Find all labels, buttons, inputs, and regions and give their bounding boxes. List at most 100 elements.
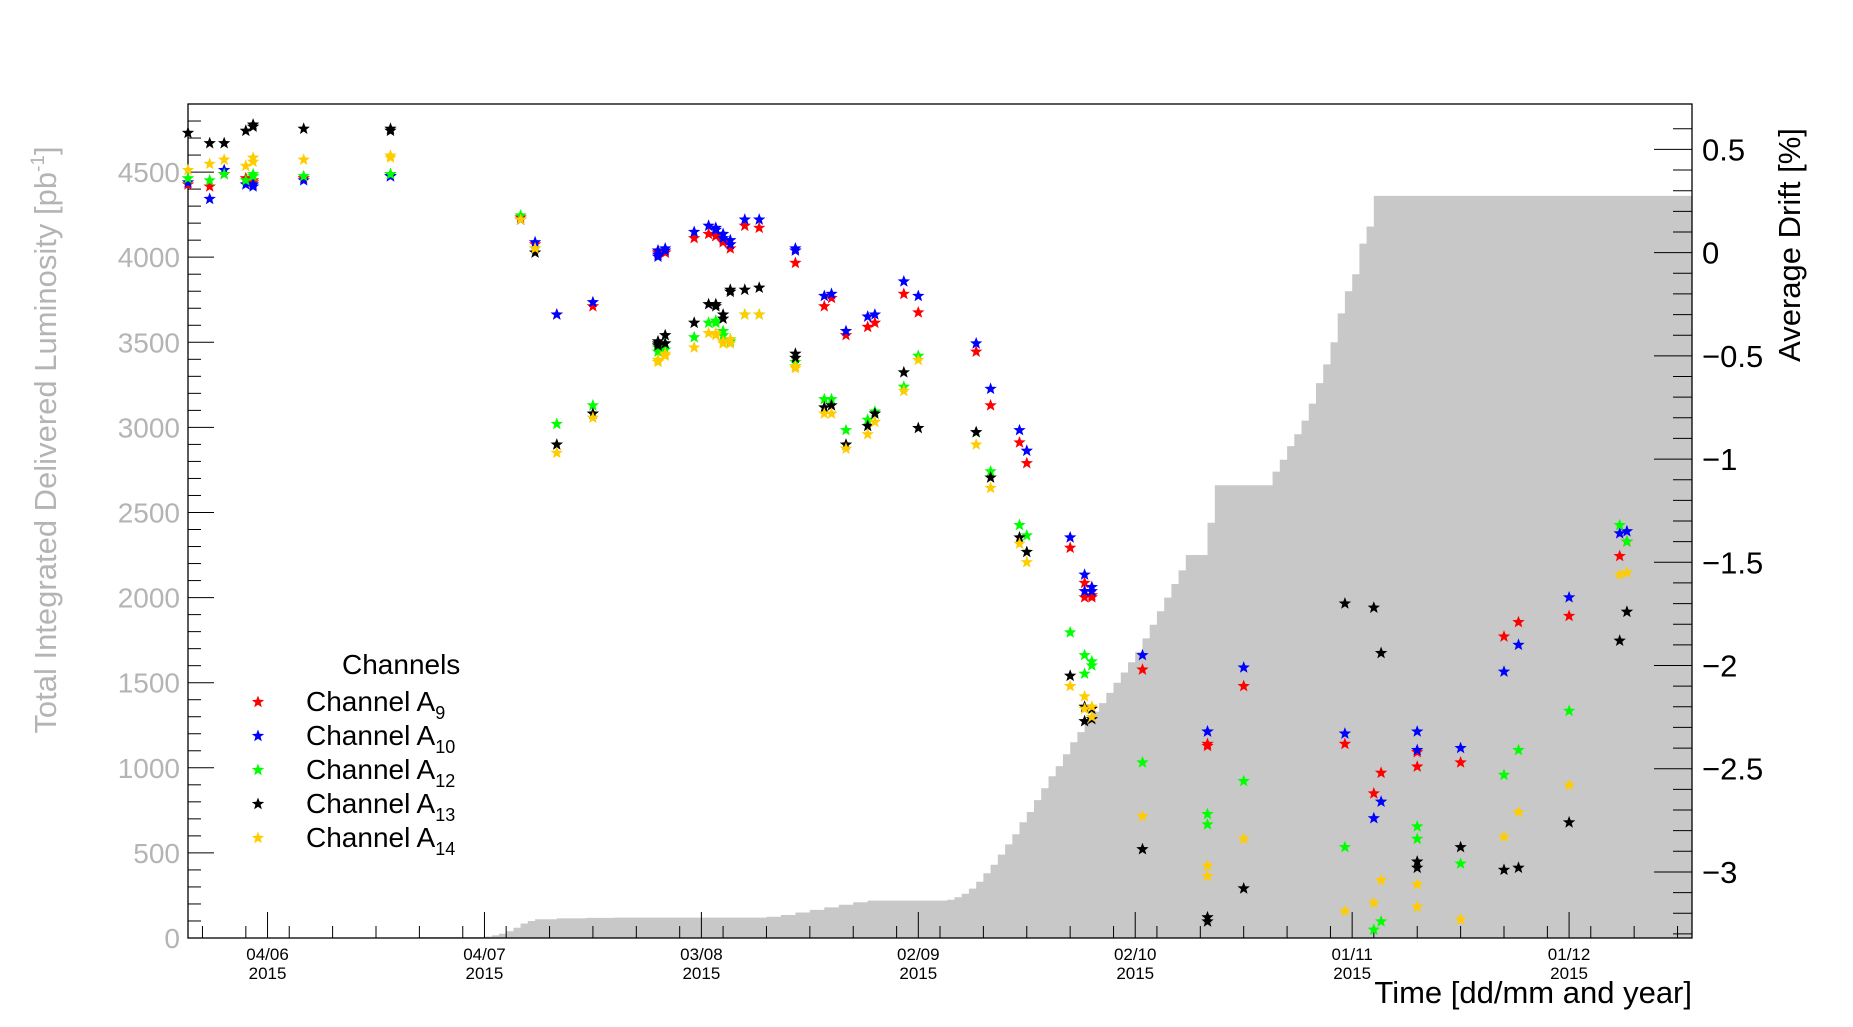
data-point: [203, 173, 216, 186]
axes: 0 500 1000 1500 2000 2500 3000 3500 4000 4500 −3 −2…: [118, 120, 1763, 983]
data-point: [203, 180, 216, 192]
data-point: [897, 384, 910, 397]
data-point: [1201, 725, 1214, 737]
data-point: [753, 221, 766, 234]
data-point: [818, 289, 831, 302]
data-point: [203, 192, 216, 205]
data-point: [246, 167, 260, 180]
data-point: [1562, 609, 1576, 622]
data-point: [868, 316, 882, 329]
legend-label-subscript: 9: [435, 703, 445, 723]
data-point: [1512, 615, 1525, 628]
data-point: [384, 149, 397, 161]
data-point: [1411, 725, 1424, 737]
data-point: [716, 328, 730, 341]
data-point: [825, 407, 838, 419]
left-tick-label: 4000: [118, 242, 180, 273]
data-point: [297, 169, 310, 182]
legend-label-name: Channel A: [306, 822, 436, 853]
data-point: [1497, 630, 1511, 642]
data-point: [897, 365, 910, 378]
data-point: [1237, 774, 1250, 787]
data-point: [1367, 601, 1380, 613]
data-point: [1064, 669, 1077, 682]
data-point: [1020, 456, 1033, 469]
data-point: [1620, 535, 1634, 547]
data-point: [970, 337, 983, 349]
data-point: [1613, 526, 1626, 539]
data-point: [753, 213, 766, 225]
data-point: [1497, 830, 1511, 843]
data-point: [709, 229, 722, 242]
data-point: [1136, 648, 1149, 661]
data-point: [651, 250, 665, 262]
data-point: [984, 398, 997, 411]
legend-marker: [251, 797, 265, 810]
x-tick-label-year: 2015: [249, 964, 287, 983]
data-point: [702, 219, 715, 232]
data-point: [1411, 900, 1424, 913]
data-point: [1085, 654, 1098, 667]
data-point: [1201, 859, 1214, 871]
data-point: [861, 413, 874, 426]
data-point: [297, 173, 310, 186]
data-point: [1013, 537, 1026, 549]
data-point: [218, 153, 231, 165]
legend-label-name: Channel A: [306, 788, 436, 819]
data-point: [514, 213, 527, 225]
luminosity-histogram: [188, 195, 1692, 938]
left-axis-title-superscript: -1: [28, 155, 49, 172]
data-point: [1237, 882, 1250, 894]
data-point: [789, 256, 802, 269]
data-point: [1020, 545, 1033, 558]
x-tick-label-year: 2015: [1333, 964, 1371, 983]
right-tick-label: −2.5: [1702, 752, 1763, 787]
data-point: [297, 153, 310, 165]
data-point: [738, 213, 751, 225]
data-point: [1237, 832, 1250, 845]
data-point: [181, 171, 195, 184]
data-point: [218, 136, 231, 149]
data-point: [984, 382, 997, 395]
data-point: [688, 225, 701, 238]
data-point: [818, 407, 831, 419]
data-point: [1338, 737, 1352, 750]
data-point: [688, 231, 701, 244]
data-point: [839, 328, 853, 341]
data-point: [1562, 815, 1576, 828]
right-axis-title: Average Drift [%]: [1772, 128, 1807, 362]
data-point: [1020, 529, 1033, 541]
right-tick-label: −1.5: [1702, 545, 1763, 580]
data-point: [1411, 877, 1424, 890]
legend-label-name: Channel A: [306, 720, 436, 751]
data-point: [1374, 873, 1388, 886]
legend-label: Channel A10: [306, 720, 455, 757]
data-point: [239, 159, 252, 172]
x-axis-title: Time [dd/mm and year]: [1374, 975, 1692, 1010]
data-point: [1078, 667, 1091, 679]
legend-label-subscript: 13: [435, 805, 455, 825]
data-point: [651, 353, 665, 366]
data-point: [1085, 700, 1098, 713]
data-point: [1512, 861, 1525, 874]
data-point: [1085, 584, 1098, 597]
data-point: [1338, 840, 1352, 853]
data-point: [702, 316, 715, 329]
data-point: [984, 465, 997, 477]
data-point: [818, 392, 831, 405]
data-point: [586, 299, 600, 312]
data-point: [984, 481, 997, 494]
data-point: [861, 310, 874, 322]
data-point: [839, 423, 853, 436]
left-tick-label: 3500: [118, 327, 180, 358]
data-point: [239, 173, 252, 186]
data-point: [1013, 518, 1026, 531]
data-point: [1613, 634, 1626, 646]
data-point: [1136, 663, 1149, 675]
right-tick-label: 0.5: [1702, 132, 1745, 167]
data-point: [384, 122, 397, 134]
data-point: [912, 421, 925, 434]
data-point: [1367, 811, 1380, 824]
data-point: [239, 178, 252, 190]
data-point: [550, 308, 563, 320]
